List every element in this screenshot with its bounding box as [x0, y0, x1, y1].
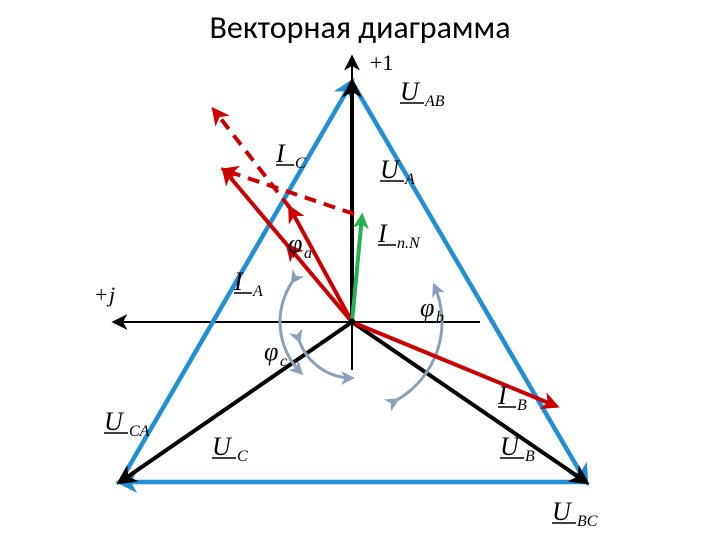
svg-text:U: U: [104, 407, 125, 436]
svg-text:U: U: [400, 77, 421, 106]
svg-text:U: U: [500, 432, 521, 461]
svg-text:φ: φ: [288, 229, 302, 258]
svg-text:C: C: [237, 448, 248, 465]
svg-text:φ: φ: [420, 293, 434, 322]
svg-text:a: a: [304, 245, 312, 262]
svg-text:A: A: [404, 171, 415, 188]
svg-text:U: U: [212, 432, 233, 461]
svg-text:φ: φ: [264, 337, 278, 366]
svg-text:n.N: n.N: [397, 235, 421, 252]
svg-text:c: c: [280, 353, 287, 370]
svg-text:BC: BC: [577, 513, 598, 530]
svg-text:b: b: [436, 309, 444, 326]
svg-text:I: I: [497, 381, 508, 410]
svg-text:CA: CA: [129, 423, 150, 440]
svg-text:I: I: [377, 219, 388, 248]
vector-diagram: +1+jUAUBUCUABUBCUCAIAIBICIn.Nφaφbφc: [0, 0, 720, 540]
svg-text:I: I: [233, 267, 244, 296]
svg-text:U: U: [552, 497, 573, 526]
svg-text:AB: AB: [424, 93, 445, 110]
svg-text:B: B: [525, 448, 535, 465]
svg-text:B: B: [517, 397, 527, 414]
svg-text:+1: +1: [370, 50, 393, 75]
svg-text:+: +: [95, 282, 107, 307]
svg-text:I: I: [275, 139, 286, 168]
svg-text:U: U: [380, 155, 401, 184]
svg-text:A: A: [252, 283, 263, 300]
svg-text:C: C: [295, 155, 306, 172]
